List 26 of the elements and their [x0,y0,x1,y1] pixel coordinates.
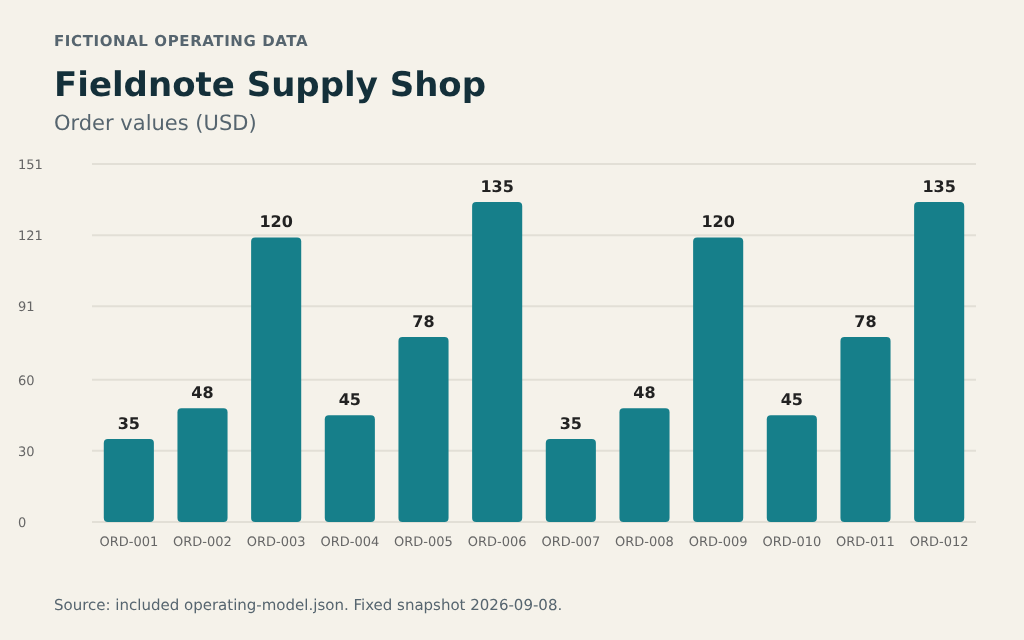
bar [766,415,817,522]
data-label: 45 [780,391,804,410]
data-label: 120 [701,213,736,232]
data-label: 120 [259,213,294,232]
data-label: 135 [922,177,957,196]
data-label: 48 [633,384,657,403]
bar [472,201,523,522]
data-label: 135 [480,177,515,196]
data-label: 35 [559,415,583,434]
bar [840,337,891,522]
data-label: 48 [191,384,215,403]
chart-subtitle: Order values (USD) [54,112,257,136]
data-label: 45 [338,391,362,410]
chart-title: Fieldnote Supply Shop [54,66,487,106]
bar [177,408,228,522]
data-label: 78 [854,313,878,332]
bar [693,237,744,522]
bar [251,237,302,522]
bar [914,201,965,522]
data-label: 78 [412,313,436,332]
bar [398,337,449,522]
data-label: 35 [117,415,141,434]
bar [619,408,670,522]
bar [324,415,375,522]
bar [103,439,154,522]
bar [545,439,596,522]
